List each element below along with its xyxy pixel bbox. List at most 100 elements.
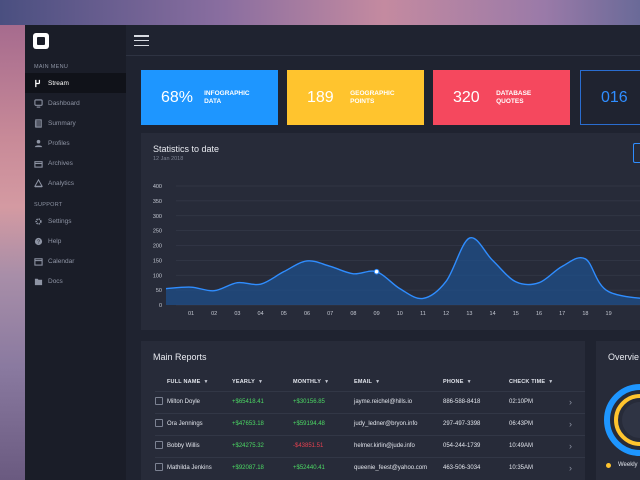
sidebar-item-profiles[interactable]: Profiles — [25, 133, 126, 153]
y-tick-label: 100 — [153, 273, 162, 279]
card-database[interactable]: 320 DATABASE QUOTES — [433, 70, 570, 125]
table-row[interactable]: Bobby Willis +$24275.32 -$43851.51 helmer.k… — [155, 434, 585, 457]
card-label: DATABASE QUOTES — [496, 89, 532, 105]
sidebar-item-help[interactable]: ? Help — [25, 231, 126, 251]
statistics-chart: 0 50 100 150 200 250 300 350 400 01 02 03 04 05 06 07 0… — [153, 184, 640, 317]
card-geographic[interactable]: 189 GEOGRAPHIC POINTS — [287, 70, 424, 125]
sidebar-item-label: Stream — [48, 79, 69, 87]
cell-name: Ora Jennings — [167, 412, 232, 435]
col-phone[interactable]: PHONE ▼ — [443, 379, 472, 386]
card-value: 189 — [307, 88, 334, 106]
series-line — [166, 237, 640, 300]
cell-email: queenie_feest@yahoo.com — [354, 456, 443, 479]
sidebar-item-calendar[interactable]: Calendar — [25, 251, 126, 271]
reports-title: Main Reports — [153, 352, 207, 362]
x-tick-label: 05 — [281, 311, 287, 317]
folder-icon — [33, 276, 43, 286]
cell-monthly: +$52440.41 — [293, 456, 354, 479]
col-email[interactable]: EMAIL ▼ — [354, 379, 381, 386]
sidebar-item-label: Profiles — [48, 139, 70, 147]
sidebar-item-summary[interactable]: Summary — [25, 113, 126, 133]
cell-check-time: 10:49AM — [509, 434, 569, 457]
hamburger-menu-icon[interactable] — [134, 35, 149, 47]
x-tick-label: 17 — [559, 311, 565, 317]
cell-monthly: -$43851.51 — [293, 434, 354, 457]
sidebar-item-dashboard[interactable]: Dashboard — [25, 93, 126, 113]
cell-email: judy_ledner@bryon.info — [354, 412, 443, 435]
analytics-icon — [33, 178, 43, 188]
summary-icon — [33, 118, 43, 128]
sidebar-item-label: Analytics — [48, 179, 75, 187]
chevron-right-icon[interactable]: › — [569, 397, 572, 407]
card-value: 68% — [161, 88, 194, 106]
x-tick-label: 14 — [490, 311, 496, 317]
cell-phone: 886-588-8418 — [443, 390, 509, 413]
cell-phone: 297-497-3398 — [443, 412, 509, 435]
x-tick-label: 02 — [211, 311, 217, 317]
col-check-time[interactable]: CHECK TIME ▼ — [509, 379, 554, 386]
y-tick-label: 300 — [153, 214, 162, 220]
col-yearly[interactable]: YEARLY ▼ — [232, 379, 264, 386]
x-tick-label: 10 — [397, 311, 403, 317]
statistics-title: Statistics to date — [153, 144, 220, 154]
main-content: 68% INFOGRAPHIC DATA 189 GEOGRAPHIC POINTS… — [126, 25, 640, 480]
row-checkbox[interactable] — [155, 397, 163, 405]
sidebar-item-analytics[interactable]: Analytics — [25, 173, 126, 193]
cell-phone: 463-506-3034 — [443, 456, 509, 479]
x-tick-label: 19 — [606, 311, 612, 317]
x-tick-label: 07 — [327, 311, 333, 317]
y-tick-label: 400 — [153, 184, 162, 190]
app-window: MAIN MENU Stream Dashboard Summary Profiles… — [25, 25, 640, 480]
sidebar-item-label: Archives — [48, 159, 73, 167]
overview-donut — [604, 384, 640, 456]
row-checkbox[interactable] — [155, 419, 163, 427]
row-checkbox[interactable] — [155, 463, 163, 472]
sidebar-item-label: Summary — [48, 119, 76, 127]
table-row[interactable]: Milton Doyle +$65418.41 +$30156.85 jayme.re… — [155, 390, 585, 413]
profile-icon — [33, 138, 43, 148]
reports-table: FULL NAME ▼ YEARLY ▼ MONTHLY ▼ EMAIL ▼ PHONE… — [155, 374, 585, 479]
sidebar-item-label: Help — [48, 237, 62, 245]
sidebar-item-label: Settings — [48, 217, 72, 225]
y-tick-label: 200 — [153, 244, 162, 250]
cell-name: Milton Doyle — [167, 390, 232, 413]
chevron-right-icon[interactable]: › — [569, 441, 572, 451]
chevron-right-icon[interactable]: › — [569, 419, 572, 429]
card-infographic[interactable]: 68% INFOGRAPHIC DATA — [141, 70, 278, 125]
calendar-icon — [33, 256, 43, 266]
x-tick-label: 15 — [513, 311, 519, 317]
logo-icon[interactable] — [33, 33, 49, 49]
row-checkbox[interactable] — [155, 441, 163, 449]
sidebar-item-archives[interactable]: Archives — [25, 153, 126, 173]
stream-icon — [33, 78, 43, 88]
table-header-row: FULL NAME ▼ YEARLY ▼ MONTHLY ▼ EMAIL ▼ PHONE… — [155, 374, 585, 391]
sidebar-item-stream[interactable]: Stream — [25, 73, 126, 93]
y-tick-label: 150 — [153, 258, 162, 264]
cell-check-time: 10:35AM — [509, 456, 569, 479]
chevron-right-icon[interactable]: › — [569, 463, 572, 474]
x-tick-label: 01 — [188, 311, 194, 317]
support-label: SUPPORT — [34, 202, 63, 208]
filter-button[interactable] — [633, 143, 640, 163]
cell-monthly: +$30156.85 — [293, 390, 354, 413]
x-tick-label: 16 — [536, 311, 542, 317]
cell-name: Bobby Willis — [167, 434, 232, 457]
help-icon: ? — [33, 236, 43, 246]
col-full-name[interactable]: FULL NAME ▼ — [167, 379, 209, 386]
cell-phone: 054-244-1739 — [443, 434, 509, 457]
table-row[interactable]: Ora Jennings +$47653.18 +$59194.48 judy_led… — [155, 412, 585, 435]
cell-yearly: +$65418.41 — [232, 390, 293, 413]
cell-email: jayme.reichel@hills.io — [354, 390, 443, 413]
highlight-point[interactable] — [373, 268, 380, 275]
y-tick-label: 50 — [156, 288, 162, 294]
cell-monthly: +$59194.48 — [293, 412, 354, 435]
sidebar-item-docs[interactable]: Docs — [25, 271, 126, 291]
x-tick-label: 13 — [466, 311, 472, 317]
table-row[interactable]: Mathilda Jenkins +$92087.18 +$52440.41 quee… — [155, 456, 585, 479]
statistics-panel: Statistics to date 12 Jan 2018 0 50 100 150… — [141, 133, 640, 330]
archive-icon — [33, 158, 43, 168]
sidebar-item-settings[interactable]: Settings — [25, 211, 126, 231]
col-monthly[interactable]: MONTHLY ▼ — [293, 379, 330, 386]
overview-panel: Overvie Weekly — [596, 341, 640, 480]
card-fourth[interactable]: 016 — [580, 70, 640, 125]
